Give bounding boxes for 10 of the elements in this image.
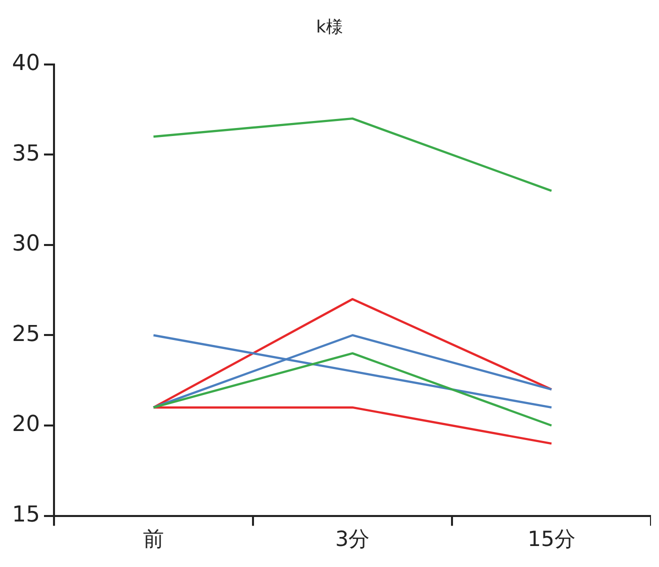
chart-title: k様 (316, 18, 343, 38)
x-tick-label: 3分 (335, 526, 370, 551)
x-tick-label: 15分 (528, 526, 576, 551)
x-tick-label: 前 (142, 526, 164, 551)
y-tick-label: 25 (12, 322, 40, 347)
y-tick-label: 30 (12, 232, 40, 257)
y-tick-label: 40 (12, 51, 40, 76)
y-tick-label: 35 (12, 141, 40, 166)
y-tick-label: 15 (12, 502, 40, 528)
y-tick-label: 20 (12, 412, 40, 438)
